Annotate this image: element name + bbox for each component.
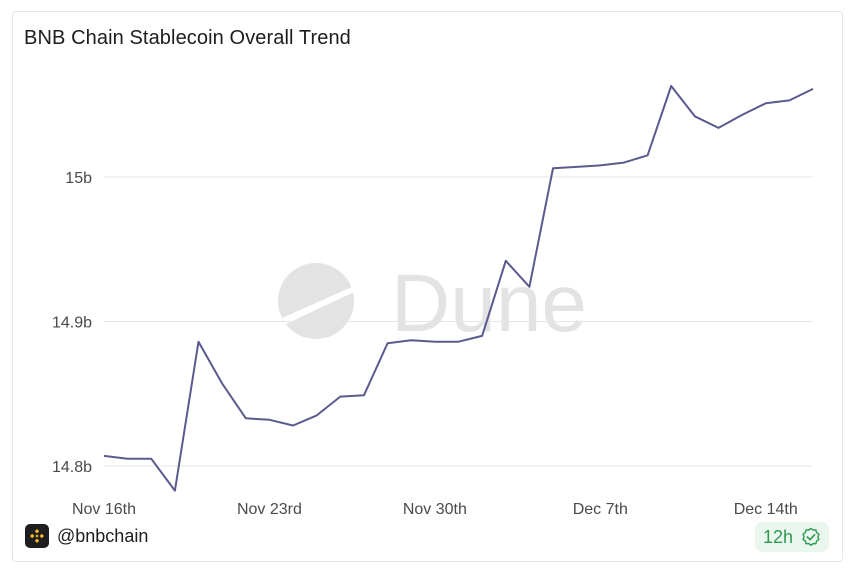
dune-watermark-logo-icon [278,263,354,339]
dune-watermark: Dune [278,258,587,349]
footer-author[interactable]: @bnbchain [25,524,148,548]
data-point[interactable] [263,414,275,426]
data-point[interactable] [453,336,465,348]
x-tick-label: Dec 14th [734,501,798,518]
data-point[interactable] [760,97,772,109]
data-point[interactable] [311,409,323,421]
data-point[interactable] [98,450,110,462]
data-point[interactable] [240,412,252,424]
data-point[interactable] [783,94,795,106]
data-point[interactable] [642,149,654,161]
chart-title: BNB Chain Stablecoin Overall Trend [24,27,351,49]
data-point[interactable] [523,281,535,293]
data-point[interactable] [547,162,559,174]
data-point[interactable] [122,453,134,465]
data-point[interactable] [193,336,205,348]
data-point[interactable] [736,109,748,121]
data-point[interactable] [287,420,299,432]
data-point[interactable] [689,110,701,122]
y-axis-ticks: 14.8b 14.9b 15b [52,170,92,476]
data-point[interactable] [334,391,346,403]
refresh-badge[interactable]: 12h [755,522,829,552]
x-tick-label: Dec 7th [573,501,628,518]
y-tick-label: 14.8b [52,459,92,476]
data-point[interactable] [405,334,417,346]
data-point[interactable] [358,389,370,401]
grid-layer [104,176,813,467]
series-line-0 [103,85,814,492]
data-point[interactable] [618,157,630,169]
x-axis-ticks: Nov 16th Nov 23rd Nov 30th Dec 7th Dec 14th [72,501,798,518]
data-point[interactable] [807,83,819,95]
data-point[interactable] [665,80,677,92]
series-layer [98,80,819,497]
y-tick-label: 14.9b [52,315,92,332]
dune-watermark-logo-cut [282,286,354,324]
data-point[interactable] [145,453,157,465]
data-point[interactable] [382,337,394,349]
y-tick-label: 15b [65,170,92,187]
bnb-chain-logo-icon [25,524,49,548]
dune-watermark-text: Dune [391,258,587,349]
check-badge-icon [802,527,820,546]
x-tick-label: Nov 16th [72,501,136,518]
data-point[interactable] [216,378,228,390]
data-point[interactable] [712,122,724,134]
author-handle: @bnbchain [57,525,149,546]
data-point[interactable] [571,161,583,173]
x-tick-label: Nov 30th [403,501,467,518]
refresh-interval-label: 12h [763,526,794,547]
data-point[interactable] [476,330,488,342]
data-point[interactable] [429,336,441,348]
data-point[interactable] [169,485,181,497]
data-point[interactable] [500,255,512,267]
data-point[interactable] [594,159,606,171]
x-tick-label: Nov 23rd [237,501,302,518]
chart-card [12,11,843,562]
